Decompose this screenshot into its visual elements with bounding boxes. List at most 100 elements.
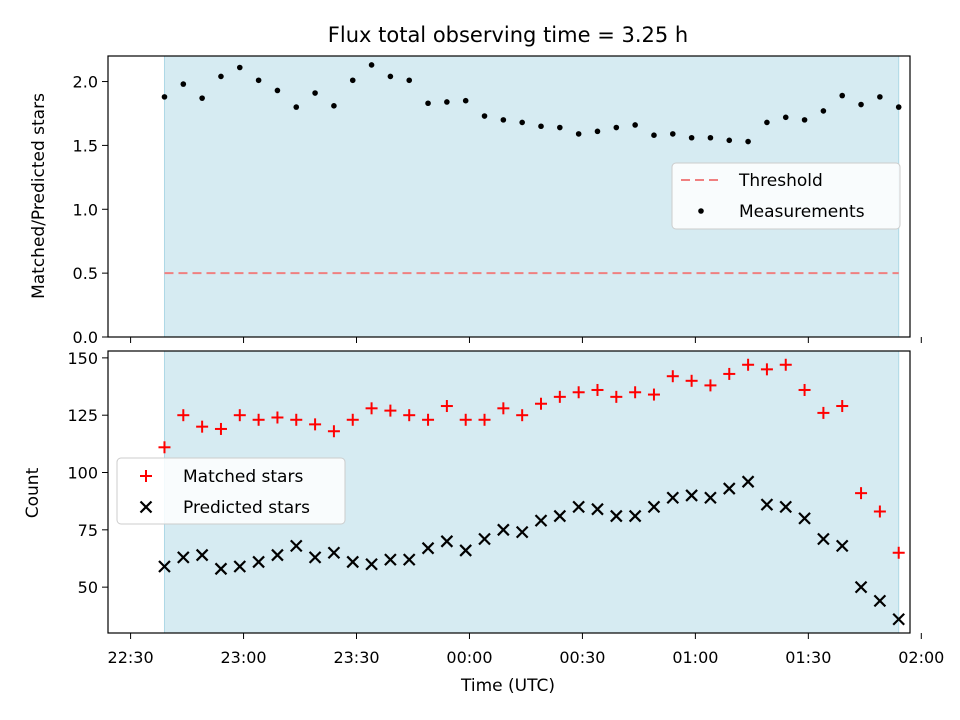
measurement-point — [764, 119, 770, 126]
measurement-points — [161, 62, 902, 145]
matched-star-point — [440, 400, 453, 413]
matched-star-point — [666, 370, 679, 383]
predicted-star-point — [346, 555, 360, 569]
measurement-point — [274, 87, 281, 94]
y-tick-label: 0.0 — [73, 328, 98, 347]
measurement-point — [406, 77, 413, 84]
bottom-y-axis-label: Count — [23, 467, 43, 518]
measurement-point — [180, 81, 187, 87]
predicted-star-point — [722, 482, 736, 495]
legend-measurements-label: Measurements — [739, 202, 865, 222]
measurement-point — [594, 128, 601, 135]
matched-star-point — [196, 420, 209, 433]
predicted-star-point — [873, 594, 887, 608]
measurement-point — [575, 131, 582, 137]
measurement-point — [895, 104, 902, 110]
x-tick-label: 02:00 — [898, 648, 944, 667]
measurement-point — [839, 92, 846, 99]
predicted-star-point — [289, 539, 303, 553]
matched-star-point — [855, 487, 868, 500]
x-tick-label: 00:30 — [559, 648, 605, 667]
top-y-axis-label: Matched/Predicted stars — [29, 93, 49, 299]
predicted-star-point — [271, 548, 284, 562]
measurement-point — [255, 77, 262, 84]
measurement-point — [349, 77, 356, 84]
bottom-panel: 50 75 100 125 150 22:30 23:00 23:30 00:00 00:30 0… — [23, 349, 944, 667]
matched-star-point — [365, 402, 378, 415]
matched-star-point — [478, 413, 491, 426]
measurement-point — [858, 101, 864, 108]
y-tick-label: 1.5 — [73, 136, 98, 155]
legend-matched-swatch — [140, 470, 152, 482]
measurement-point — [519, 119, 525, 126]
predicted-star-point — [610, 509, 623, 523]
matched-star-point — [760, 363, 773, 376]
legend-matched-label: Matched stars — [183, 467, 303, 487]
predicted-star-point — [308, 551, 322, 564]
legend-threshold-label: Threshold — [738, 171, 823, 191]
matched-star-point — [553, 390, 566, 403]
star-count-points — [158, 358, 905, 626]
matched-star-point — [704, 379, 717, 392]
predicted-star-point — [892, 612, 905, 626]
matched-star-point — [629, 386, 642, 399]
predicted-star-point — [233, 560, 247, 573]
predicted-star-point — [515, 525, 529, 539]
predicted-star-point — [421, 541, 435, 555]
measurement-point — [293, 104, 300, 110]
matched-star-point — [817, 406, 830, 419]
y-tick-label: 2.0 — [73, 73, 98, 92]
predicted-star-point — [798, 512, 811, 525]
matched-star-point — [535, 397, 548, 410]
predicted-star-point — [440, 535, 454, 548]
y-tick-label: 100 — [67, 464, 98, 483]
measurement-point — [688, 134, 695, 141]
y-tick-label: 0.5 — [73, 264, 98, 283]
measurement-point — [462, 97, 469, 104]
y-tick-label: 50 — [78, 578, 98, 597]
matched-star-point — [309, 418, 322, 431]
matched-star-point — [798, 383, 811, 396]
predicted-star-point — [327, 546, 341, 560]
matched-star-point — [422, 413, 435, 426]
measurement-point — [444, 99, 450, 105]
chart-title: Flux total observing time = 3.25 h — [328, 23, 688, 47]
matched-star-point — [647, 388, 660, 401]
x-tick-label: 22:30 — [108, 648, 154, 667]
matched-star-point — [403, 409, 416, 422]
top-y-ticks: 0.0 0.5 1.0 1.5 2.0 — [73, 73, 108, 347]
matched-star-point — [742, 358, 755, 371]
measurement-point — [500, 117, 507, 123]
measurement-point — [782, 114, 789, 121]
matched-star-point — [384, 404, 397, 417]
predicted-star-point — [214, 562, 228, 576]
x-tick-label: 23:00 — [220, 648, 266, 667]
measurement-point — [331, 103, 337, 109]
measurement-point — [557, 124, 563, 131]
legend-predicted-swatch — [139, 500, 153, 514]
top-x-ticks — [130, 337, 922, 343]
predicted-star-point — [402, 553, 416, 566]
measurement-point — [538, 123, 544, 130]
predicted-star-point — [685, 489, 698, 502]
predicted-star-point — [497, 523, 510, 537]
matched-star-point — [873, 505, 886, 518]
matched-star-point — [497, 402, 510, 415]
predicted-star-point — [534, 514, 548, 527]
bottom-axes-frame — [107, 350, 911, 634]
measurement-point — [161, 94, 168, 100]
x-tick-label: 00:00 — [446, 648, 492, 667]
measurement-point — [707, 134, 714, 141]
predicted-star-point — [741, 475, 755, 488]
bottom-legend: Matched stars Predicted stars — [116, 457, 346, 525]
predicted-star-point — [854, 580, 868, 594]
matched-star-point — [459, 413, 472, 426]
x-tick-label: 01:30 — [785, 648, 831, 667]
predicted-star-point — [835, 539, 849, 553]
top-panel: 0.00.51.01.52.0 Matched/Predicted stars … — [29, 55, 922, 347]
measurement-point — [236, 64, 243, 71]
predicted-star-point — [591, 502, 604, 516]
matched-star-point — [233, 409, 246, 422]
y-tick-label: 125 — [67, 406, 98, 425]
